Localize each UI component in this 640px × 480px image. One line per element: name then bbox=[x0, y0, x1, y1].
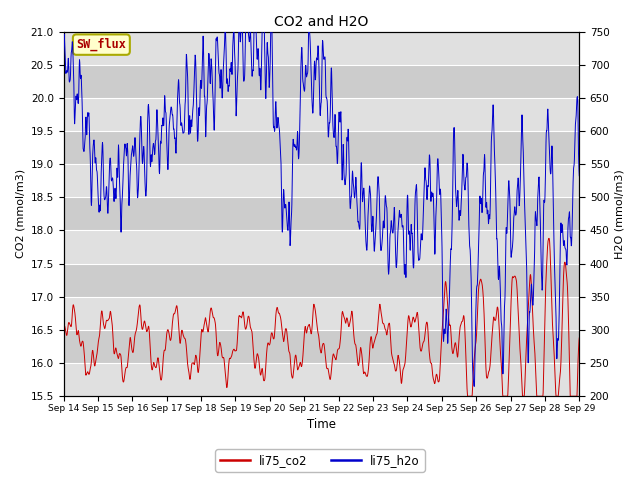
Text: SW_flux: SW_flux bbox=[76, 38, 126, 51]
Y-axis label: H2O (mmol/m3): H2O (mmol/m3) bbox=[615, 169, 625, 259]
Bar bbox=[63, 363, 579, 396]
Bar bbox=[63, 264, 579, 297]
Bar bbox=[63, 131, 579, 164]
Bar bbox=[63, 65, 579, 98]
Bar bbox=[63, 98, 579, 131]
Bar bbox=[63, 297, 579, 330]
Bar bbox=[63, 330, 579, 363]
Title: CO2 and H2O: CO2 and H2O bbox=[274, 15, 369, 29]
Bar bbox=[63, 164, 579, 197]
X-axis label: Time: Time bbox=[307, 419, 336, 432]
Bar bbox=[63, 197, 579, 230]
Bar bbox=[63, 230, 579, 264]
Legend: li75_co2, li75_h2o: li75_co2, li75_h2o bbox=[216, 449, 424, 472]
Bar bbox=[63, 32, 579, 65]
Y-axis label: CO2 (mmol/m3): CO2 (mmol/m3) bbox=[15, 169, 25, 258]
